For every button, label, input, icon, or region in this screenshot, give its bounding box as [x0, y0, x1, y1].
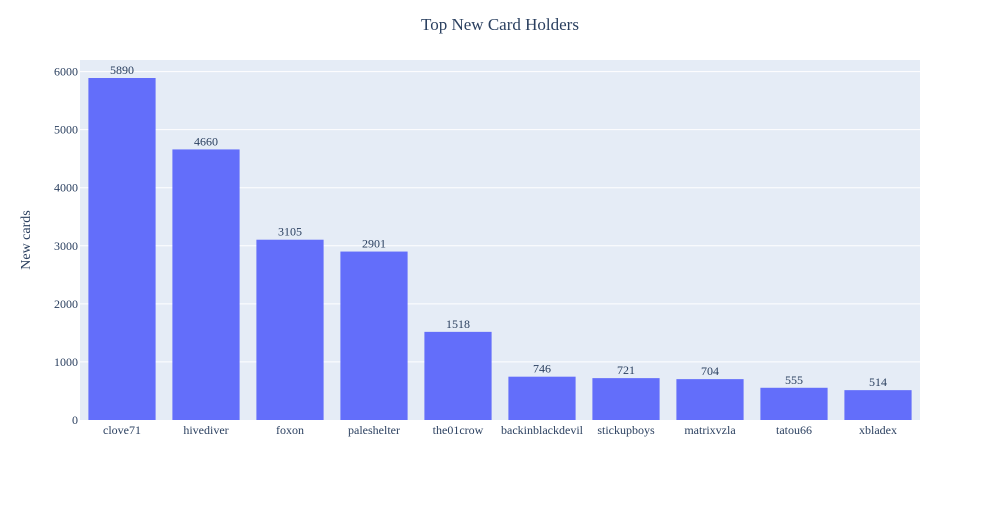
bar-stickupboys — [592, 378, 660, 420]
y-tick-label: 0 — [72, 413, 78, 427]
x-tick-label: tatou66 — [776, 423, 812, 437]
x-tick-label: matrixvzla — [684, 423, 736, 437]
bar-hivediver — [172, 149, 240, 420]
x-tick-label: hivediver — [183, 423, 228, 437]
x-tick-label: the01crow — [433, 423, 484, 437]
chart-title: Top New Card Holders — [421, 15, 579, 34]
bar-backinblackdevil — [508, 376, 576, 420]
bar-xbladex — [844, 390, 912, 420]
data-label-hivediver: 4660 — [194, 134, 218, 148]
x-axis-ticks: clove71 hivediver foxon paleshelter the01cro… — [103, 423, 897, 437]
x-tick-label: foxon — [276, 423, 304, 437]
bar-foxon — [256, 239, 324, 420]
y-axis-label: New cards — [19, 210, 34, 269]
y-tick-label: 6000 — [54, 65, 78, 79]
data-label-paleshelter: 2901 — [362, 237, 386, 251]
data-label-the01crow: 1518 — [446, 317, 470, 331]
bar-the01crow — [424, 331, 492, 420]
y-tick-label: 5000 — [54, 123, 78, 137]
y-tick-label: 1000 — [54, 355, 78, 369]
bar-paleshelter — [340, 251, 408, 420]
y-axis-ticks: 0 1000 2000 3000 4000 5000 6000 — [54, 65, 78, 427]
data-label-matrixvzla: 704 — [701, 364, 719, 378]
data-label-clove71: 5890 — [110, 63, 134, 77]
x-tick-label: clove71 — [103, 423, 141, 437]
bar-tatou66 — [760, 387, 828, 420]
x-tick-label: backinblackdevil — [501, 423, 584, 437]
bars — [88, 78, 912, 420]
x-tick-label: xbladex — [859, 423, 897, 437]
y-tick-label: 4000 — [54, 181, 78, 195]
data-label-backinblackdevil: 746 — [533, 362, 551, 376]
data-label-xbladex: 514 — [869, 375, 887, 389]
data-label-foxon: 3105 — [278, 225, 302, 239]
bar-clove71 — [88, 78, 156, 420]
data-label-tatou66: 555 — [785, 373, 803, 387]
y-tick-label: 3000 — [54, 239, 78, 253]
data-label-stickupboys: 721 — [617, 363, 635, 377]
bar-matrixvzla — [676, 379, 744, 420]
x-tick-label: stickupboys — [597, 423, 655, 437]
y-tick-label: 2000 — [54, 297, 78, 311]
x-tick-label: paleshelter — [348, 423, 400, 437]
data-labels: 5890 4660 3105 2901 1518 746 721 704 555 514 — [110, 63, 887, 389]
